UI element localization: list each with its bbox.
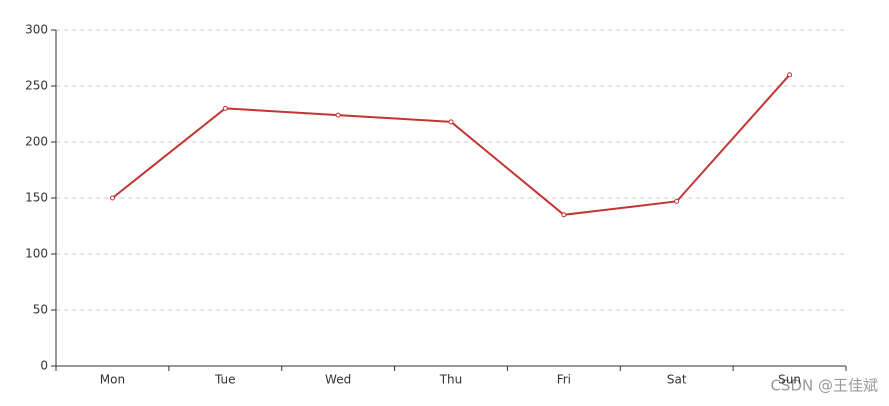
point <box>222 105 228 111</box>
y-tick-label: 0 <box>40 359 48 373</box>
x-tick-label: Thu <box>439 373 463 387</box>
point <box>561 212 567 218</box>
y-tick-label: 50 <box>33 303 48 317</box>
x-tick-label: Sat <box>667 373 687 387</box>
x-tick-label: Sun <box>778 373 801 387</box>
y-tick-label: 300 <box>25 23 48 37</box>
x-tick-label: Mon <box>100 373 125 387</box>
x-tick-label: Tue <box>214 373 236 387</box>
point <box>448 119 454 125</box>
point <box>787 72 793 78</box>
point <box>109 195 115 201</box>
line <box>111 74 791 216</box>
point <box>674 198 680 204</box>
y-tick-label: 100 <box>25 247 48 261</box>
y-tick-label: 150 <box>25 191 48 205</box>
watermark: CSDN @王佳斌 <box>770 377 878 395</box>
x-tick-label: Fri <box>557 373 571 387</box>
x-tick-label: Wed <box>325 373 351 387</box>
y-tick-label: 250 <box>25 79 48 93</box>
point <box>335 112 341 118</box>
y-tick-label: 200 <box>25 135 48 149</box>
